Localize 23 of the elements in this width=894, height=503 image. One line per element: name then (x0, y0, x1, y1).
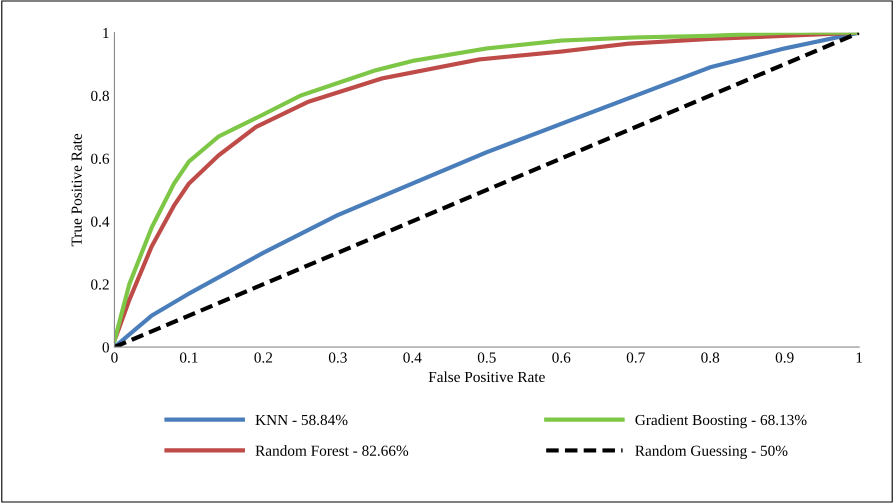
y-tick-label: 0.6 (91, 154, 110, 164)
x-tick-label: 0 (111, 352, 118, 363)
x-tick-label: 0.8 (701, 352, 720, 363)
legend-label: Random Guessing - 50% (635, 445, 788, 460)
legend-label: KNN - 58.84% (256, 414, 348, 426)
x-tick-label: 1 (856, 352, 862, 363)
y-axis-title: True Positive Rate (72, 134, 82, 246)
x-tick-label: 0.5 (478, 352, 496, 363)
legend-label: Gradient Boosting - 68.13% (635, 414, 807, 428)
x-tick-label: 0.4 (403, 352, 422, 363)
y-tick-label: 1 (103, 28, 109, 38)
y-tick-label: 0 (102, 342, 109, 353)
x-tick-label: 0.3 (328, 352, 347, 363)
x-tick-label: 0.2 (254, 352, 272, 363)
y-tick-label: 0.8 (91, 90, 109, 102)
legend-label: Random Forest - 82.66% (256, 445, 408, 456)
x-tick-label: 0.1 (180, 352, 198, 363)
x-tick-label: 0.7 (626, 352, 645, 363)
x-axis-title: False Positive Rate (428, 371, 545, 382)
y-tick-label: 0.2 (91, 279, 109, 290)
y-tick-label: 0.4 (91, 216, 110, 227)
x-tick-label: 0.9 (776, 352, 794, 363)
x-tick-label: 0.6 (552, 352, 570, 363)
